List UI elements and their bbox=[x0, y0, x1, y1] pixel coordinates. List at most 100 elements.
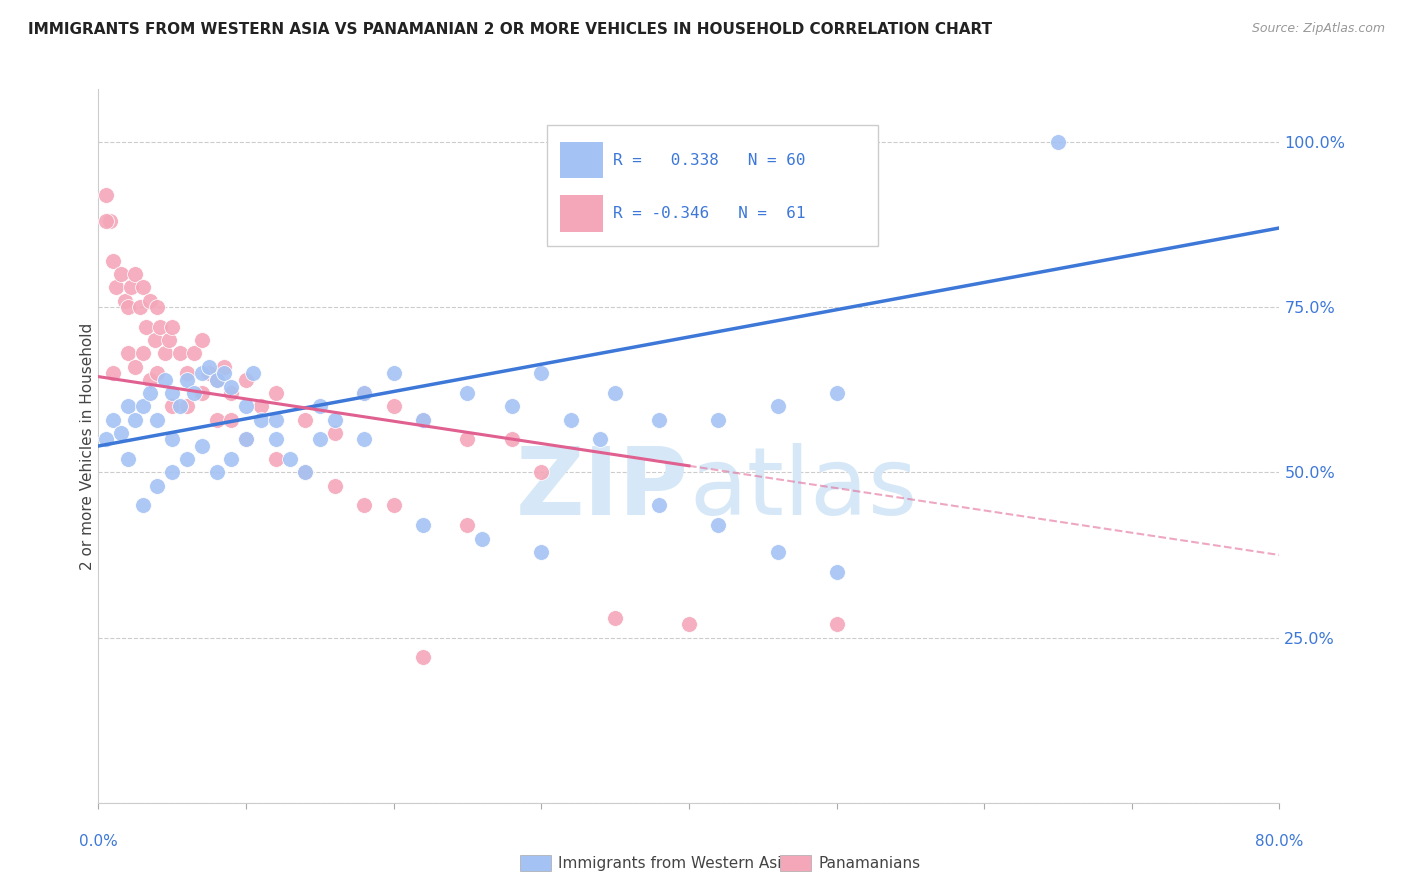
Point bbox=[176, 373, 198, 387]
Point bbox=[132, 499, 155, 513]
Point bbox=[94, 433, 117, 447]
Point bbox=[110, 267, 132, 281]
Point bbox=[501, 433, 523, 447]
Text: 80.0%: 80.0% bbox=[1256, 834, 1303, 849]
Point bbox=[146, 412, 169, 426]
Point bbox=[471, 532, 494, 546]
Point bbox=[198, 359, 221, 374]
Point bbox=[146, 367, 169, 381]
Point bbox=[382, 400, 405, 414]
Text: Immigrants from Western Asia: Immigrants from Western Asia bbox=[558, 856, 792, 871]
Point bbox=[176, 452, 198, 467]
Point bbox=[605, 386, 627, 401]
Point bbox=[648, 499, 671, 513]
Point bbox=[707, 412, 730, 426]
Point bbox=[191, 439, 214, 453]
Point bbox=[162, 466, 183, 480]
Text: atlas: atlas bbox=[689, 442, 917, 535]
Point bbox=[162, 386, 183, 401]
Text: 0.0%: 0.0% bbox=[79, 834, 118, 849]
Point bbox=[235, 400, 257, 414]
Point bbox=[678, 617, 700, 632]
Point bbox=[353, 386, 375, 401]
Point bbox=[117, 300, 139, 314]
Point bbox=[648, 412, 671, 426]
Point bbox=[169, 346, 191, 360]
Point bbox=[117, 346, 139, 360]
Point bbox=[382, 499, 405, 513]
Point bbox=[309, 433, 332, 447]
Point bbox=[149, 320, 172, 334]
Point bbox=[530, 466, 553, 480]
Text: IMMIGRANTS FROM WESTERN ASIA VS PANAMANIAN 2 OR MORE VEHICLES IN HOUSEHOLD CORRE: IMMIGRANTS FROM WESTERN ASIA VS PANAMANI… bbox=[28, 22, 993, 37]
Point bbox=[309, 400, 332, 414]
Point bbox=[294, 466, 316, 480]
Point bbox=[212, 359, 235, 374]
Point bbox=[353, 499, 375, 513]
Point bbox=[183, 386, 205, 401]
Point bbox=[132, 280, 155, 294]
Point bbox=[198, 367, 221, 381]
Point bbox=[162, 320, 183, 334]
Point bbox=[250, 400, 273, 414]
Point bbox=[589, 433, 612, 447]
Point bbox=[124, 359, 146, 374]
Point bbox=[132, 400, 155, 414]
Point bbox=[323, 478, 346, 492]
Point bbox=[235, 433, 257, 447]
Point bbox=[825, 617, 848, 632]
Point bbox=[124, 267, 146, 281]
Point bbox=[103, 254, 125, 268]
Point bbox=[242, 367, 264, 381]
Point bbox=[294, 412, 316, 426]
Point bbox=[191, 386, 214, 401]
Point bbox=[114, 293, 136, 308]
Point bbox=[353, 386, 375, 401]
Point bbox=[120, 280, 142, 294]
Point bbox=[412, 412, 434, 426]
Text: Panamanians: Panamanians bbox=[818, 856, 921, 871]
Point bbox=[264, 452, 287, 467]
Point bbox=[105, 280, 128, 294]
Point bbox=[412, 518, 434, 533]
Point bbox=[110, 425, 132, 440]
Point bbox=[139, 293, 162, 308]
Point bbox=[117, 452, 139, 467]
Point bbox=[176, 367, 198, 381]
Point bbox=[139, 373, 162, 387]
Point bbox=[219, 379, 242, 393]
Point bbox=[205, 466, 228, 480]
Point bbox=[191, 367, 214, 381]
Point bbox=[146, 300, 169, 314]
Point bbox=[157, 333, 180, 347]
Point bbox=[153, 346, 176, 360]
Point bbox=[382, 367, 405, 381]
Point bbox=[219, 386, 242, 401]
Y-axis label: 2 or more Vehicles in Household: 2 or more Vehicles in Household bbox=[80, 322, 94, 570]
Point bbox=[412, 650, 434, 665]
Point bbox=[456, 386, 478, 401]
Point bbox=[353, 433, 375, 447]
Point bbox=[412, 412, 434, 426]
Text: Source: ZipAtlas.com: Source: ZipAtlas.com bbox=[1251, 22, 1385, 36]
Point bbox=[139, 386, 162, 401]
Point bbox=[143, 333, 166, 347]
Point bbox=[264, 433, 287, 447]
Point bbox=[250, 412, 273, 426]
Point bbox=[162, 433, 183, 447]
Point bbox=[98, 214, 121, 228]
Point bbox=[94, 188, 117, 202]
Point bbox=[94, 214, 117, 228]
Point bbox=[766, 545, 789, 559]
Point bbox=[103, 367, 125, 381]
Point bbox=[235, 373, 257, 387]
Point bbox=[501, 400, 523, 414]
Point bbox=[235, 433, 257, 447]
Point bbox=[205, 373, 228, 387]
Point bbox=[323, 425, 346, 440]
Point bbox=[205, 412, 228, 426]
Point bbox=[278, 452, 302, 467]
Point bbox=[169, 400, 191, 414]
Point bbox=[176, 400, 198, 414]
Point bbox=[191, 333, 214, 347]
